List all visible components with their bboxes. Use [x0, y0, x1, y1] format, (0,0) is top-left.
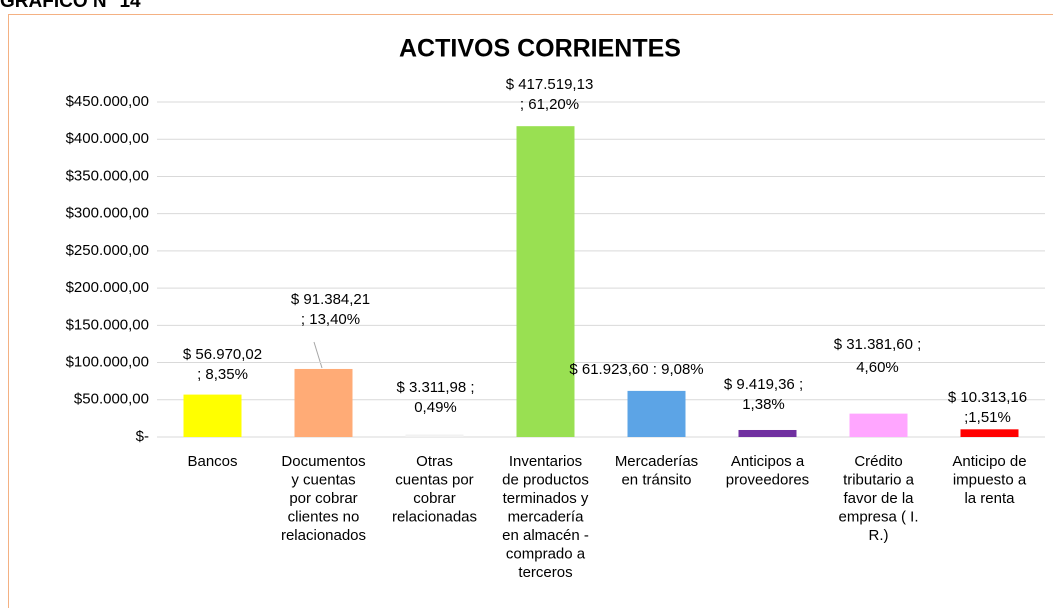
x-tick-label: cobrar — [413, 490, 456, 507]
x-tick-label: Anticipo de — [952, 453, 1026, 470]
bar — [295, 369, 353, 437]
bar — [184, 395, 242, 437]
data-label: 0,49% — [414, 399, 457, 416]
x-tick-label: clientes no — [288, 508, 360, 525]
data-label: ; 8,35% — [197, 366, 248, 383]
data-label: $ 56.970,02 — [183, 346, 262, 363]
data-label: $ 10.313,16 — [948, 389, 1027, 406]
x-tick-label: terminados y — [503, 490, 589, 507]
x-tick-label: y cuentas — [291, 471, 355, 488]
x-tick-label: cuentas por — [395, 471, 473, 488]
y-tick-label: $200.000,00 — [66, 279, 149, 296]
x-tick-label: impuesto a — [953, 471, 1027, 488]
x-tick-label: terceros — [518, 564, 572, 581]
x-tick-label: relacionadas — [392, 508, 477, 525]
x-tick-label: relacionados — [281, 527, 366, 544]
bar — [961, 429, 1019, 437]
x-tick-label: en tránsito — [621, 471, 691, 488]
x-tick-label: de productos — [502, 471, 589, 488]
x-tick-label: mercadería — [508, 508, 585, 525]
data-label: ; 61,20% — [520, 96, 579, 113]
data-label: $ 417.519,13 — [506, 76, 594, 93]
x-tick-label: la renta — [964, 490, 1015, 507]
data-label: $ 9.419,36 ; — [724, 376, 803, 393]
bar — [628, 391, 686, 437]
x-tick-label: Documentos — [281, 453, 365, 470]
x-tick-label: Inventarios — [509, 453, 582, 470]
x-tick-label: tributario a — [843, 471, 915, 488]
data-label: 1,38% — [742, 396, 785, 413]
x-tick-label: Mercaderías — [615, 453, 698, 470]
bar — [850, 414, 908, 437]
data-label: $ 31.381,60 ; — [834, 336, 922, 353]
bar — [406, 435, 464, 437]
y-tick-label: $150.000,00 — [66, 316, 149, 333]
data-label: 4,60% — [856, 359, 899, 376]
heading: GRÁFICO N° 14 — [0, 0, 141, 12]
x-tick-label: Otras — [416, 453, 453, 470]
y-tick-label: $- — [136, 428, 149, 445]
x-tick-label: comprado a — [506, 545, 586, 562]
bar — [517, 126, 575, 437]
x-tick-label: por cobrar — [289, 490, 357, 507]
chart-title: ACTIVOS CORRIENTES — [399, 35, 681, 63]
data-label: $ 3.311,98 ; — [396, 379, 474, 396]
x-tick-label: Crédito — [854, 453, 902, 470]
x-tick-label: favor de la — [843, 490, 914, 507]
data-label: $ 61.923,60 : 9,08% — [569, 361, 703, 378]
x-tick-label: empresa ( I. — [838, 508, 918, 525]
y-tick-label: $100.000,00 — [66, 354, 149, 371]
y-tick-label: $350.000,00 — [66, 167, 149, 184]
x-tick-label: R.) — [869, 527, 889, 544]
data-label: $ 91.384,21 — [291, 291, 370, 308]
x-tick-label: Anticipos a — [731, 453, 805, 470]
y-tick-label: $450.000,00 — [66, 93, 149, 110]
leader-line — [314, 342, 322, 368]
y-tick-label: $400.000,00 — [66, 130, 149, 147]
y-tick-label: $300.000,00 — [66, 205, 149, 222]
data-label: ; 13,40% — [301, 311, 360, 328]
data-label: ;1,51% — [964, 409, 1011, 426]
x-tick-label: proveedores — [726, 471, 809, 488]
y-tick-label: $50.000,00 — [74, 391, 149, 408]
y-tick-label: $250.000,00 — [66, 242, 149, 259]
x-tick-label: en almacén - — [502, 527, 589, 544]
x-tick-label: Bancos — [187, 453, 237, 470]
bar — [739, 430, 797, 437]
